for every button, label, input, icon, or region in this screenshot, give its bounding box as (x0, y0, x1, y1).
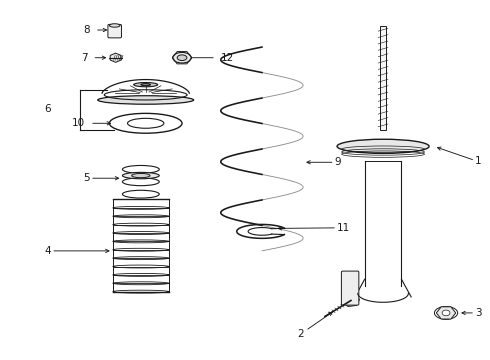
Text: 1: 1 (475, 156, 482, 166)
Ellipse shape (337, 139, 429, 153)
Ellipse shape (177, 55, 187, 60)
Ellipse shape (122, 172, 159, 179)
Ellipse shape (132, 174, 150, 178)
Circle shape (442, 310, 450, 316)
Text: 4: 4 (45, 246, 51, 256)
Ellipse shape (98, 96, 194, 104)
FancyBboxPatch shape (380, 26, 386, 130)
Ellipse shape (109, 113, 182, 133)
FancyBboxPatch shape (342, 271, 359, 305)
Ellipse shape (134, 82, 158, 87)
Ellipse shape (122, 190, 159, 198)
Ellipse shape (109, 24, 120, 27)
Ellipse shape (127, 118, 164, 128)
Circle shape (344, 277, 356, 285)
Text: 12: 12 (221, 53, 234, 63)
Text: 6: 6 (45, 104, 51, 114)
Ellipse shape (122, 166, 159, 173)
FancyBboxPatch shape (108, 24, 122, 38)
Text: 11: 11 (337, 223, 350, 233)
Text: 8: 8 (83, 25, 90, 35)
Ellipse shape (122, 178, 159, 186)
Text: 3: 3 (475, 308, 482, 318)
Ellipse shape (173, 53, 191, 63)
Ellipse shape (435, 306, 458, 319)
Text: 5: 5 (83, 173, 90, 183)
Circle shape (344, 289, 356, 298)
Text: 9: 9 (335, 157, 341, 167)
Ellipse shape (141, 84, 150, 86)
Text: 2: 2 (297, 329, 304, 339)
Text: 10: 10 (72, 118, 85, 128)
Text: 7: 7 (81, 53, 88, 63)
